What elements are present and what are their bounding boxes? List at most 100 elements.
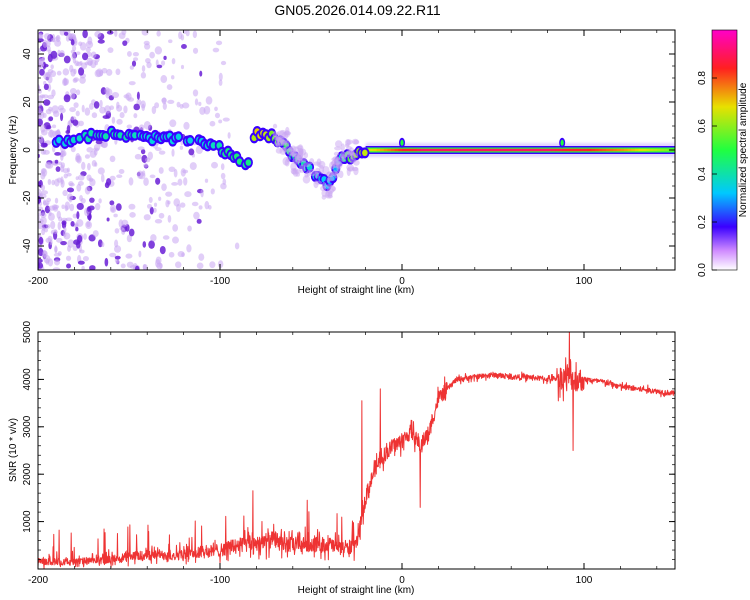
ridge-core-segment [380,148,385,152]
noise-speckle [181,102,190,109]
noise-speckle [101,141,108,149]
noise-speckle [181,44,187,49]
ridge-core-segment [642,148,647,152]
noise-speckle [74,155,81,163]
noise-speckle [54,159,59,164]
colorbar-label: Normalized spectral amplitude [738,82,749,217]
ridge-core-segment [613,148,618,152]
ridge-scatter [348,147,355,156]
noise-speckle [75,110,80,117]
noise-speckle [159,245,166,255]
noise-speckle [53,229,58,235]
ridge-core-segment [591,148,596,152]
noise-speckle [114,255,121,260]
noise-speckle [158,150,166,155]
noise-speckle [77,174,85,181]
noise-speckle [43,254,51,264]
ridge-scatter [315,167,321,175]
noise-speckle [104,105,111,114]
ridge-core-segment [660,148,665,152]
snr-y-ticks: 1000 2000 3000 4000 5000 [22,320,675,570]
noise-speckle [222,178,227,185]
noise-speckle [79,76,86,84]
noise-speckle [38,135,44,144]
noise-speckle [63,78,70,86]
noise-speckle [115,260,120,264]
noise-speckle [69,107,76,113]
ridge-core-segment [405,148,410,152]
noise-speckle [180,168,186,177]
noise-speckle [70,39,75,46]
ridge-core-segment [529,148,534,152]
noise-speckle [38,38,44,43]
noise-speckle [60,164,65,173]
noise-speckle [220,172,226,180]
noise-speckle [109,155,116,163]
ridge-core-segment [587,148,592,152]
ridge-scatter [313,180,319,189]
noise-speckle [141,30,149,36]
ridge-core-segment [543,148,548,152]
heatmap-y-axis-label: Frequency (Hz) [8,116,19,185]
noise-speckle [63,55,71,64]
ridge-core-segment [493,148,497,152]
noise-speckle [109,204,117,214]
snr-frame [37,331,676,570]
ridge-blob-core [102,133,109,140]
ridge-core-segment [605,148,610,152]
noise-speckle [55,166,61,172]
noise-speckle [114,138,118,145]
noise-speckle [155,177,161,185]
noise-speckle [180,34,185,41]
noise-speckle [148,240,155,249]
noise-speckle [38,258,43,264]
noise-speckle [38,33,44,39]
noise-speckle [123,105,128,114]
noise-speckle [66,263,72,269]
ridge-core-segment [496,148,501,152]
noise-speckle [66,125,71,134]
noise-speckle [151,105,157,115]
noise-speckle [123,94,130,99]
noise-speckle [56,210,61,219]
noise-speckle [179,145,184,150]
snr-x-axis-label: Height of straight line (km) [298,585,415,596]
noise-speckle [94,30,102,38]
noise-speckle [142,264,148,270]
ridge-scatter [334,140,343,148]
noise-speckle [166,84,173,91]
ridge-core-segment [514,148,519,152]
y-tick-label: 4000 [22,368,33,391]
ridge-core-segment [664,148,669,152]
noise-speckle [163,55,167,61]
noise-speckle [214,106,218,112]
ridge-core-segment [540,148,545,152]
noise-speckle [128,228,135,237]
noise-speckle [79,61,83,66]
ridge-core-segment [576,148,581,152]
noise-speckle [81,265,85,270]
noise-speckle [38,145,41,154]
colorbar: 0.0 0.2 0.4 0.6 0.8 Normalized spectral ampl… [697,29,749,277]
noise-speckle [38,236,44,245]
ridge-blob-core [132,132,138,139]
noise-speckle [38,118,43,127]
noise-speckle [141,65,146,73]
x-tick-label: 100 [576,276,593,287]
noise-speckle [189,162,197,170]
ridge-core-segment [558,148,563,152]
noise-speckle [141,103,146,112]
noise-speckle [192,89,199,97]
ridge-core-segment [420,148,425,152]
ridge-core-segment [554,148,559,152]
noise-speckle [47,94,55,100]
noise-speckle [92,230,99,238]
noise-speckle [72,78,78,83]
noise-speckle [167,99,175,104]
noise-speckle [179,104,184,109]
ridge-core-segment [474,148,479,152]
noise-speckle [205,96,213,105]
ridge-core-segment [656,148,661,152]
ridge-core-segment [423,148,428,152]
ridge-core-segment [409,148,414,152]
